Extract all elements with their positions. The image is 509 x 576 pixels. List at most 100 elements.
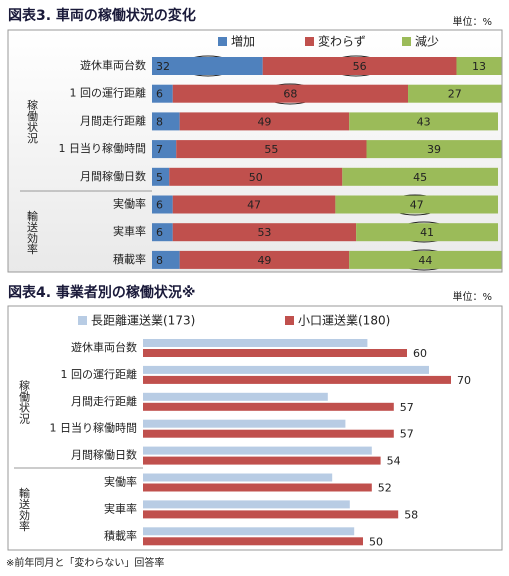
category-label: 実車率 [113,224,146,238]
bar-segment [342,167,498,186]
bar-segment [335,195,498,214]
value-label: 50 [249,171,263,184]
bar-segment [366,140,502,159]
bar-segment [152,167,170,186]
value-label: 41 [420,226,434,239]
category-label: 積載率 [104,528,137,542]
value-label: 54 [387,455,401,468]
category-label: 1 回の運行距離 [61,367,138,381]
category-label: 月間稼働日数 [71,448,137,462]
category-label: 月間走行距離 [80,113,146,127]
bar-segment [356,223,498,242]
value-label: 6 [156,88,163,101]
value-label: 7 [156,143,163,156]
bar-segment [152,84,173,103]
value-label: 57 [400,401,414,414]
footnote: ※前年同月と「変わらない」回答率 [6,556,164,569]
bar-segment [169,167,343,186]
category-label: 1 回の運行距離 [70,86,147,100]
legend-swatch [218,37,227,46]
bar [143,483,372,492]
category-label: 遊休車両台数 [80,58,146,72]
bar [143,375,451,384]
legend-label: 増加 [231,35,255,49]
legend-label: 変わらず [318,34,366,49]
legend-swatch [78,316,87,325]
value-label: 8 [156,254,163,267]
category-label: 実働率 [104,475,137,489]
legend-label: 減少 [415,34,439,49]
legend-label: 長距離運送業(173) [91,313,195,328]
group-label: 稼働状況 [18,378,31,424]
bar [143,456,381,465]
bar-segment [349,250,502,269]
value-label: 32 [156,60,170,73]
legend-label: 小口運送業(180) [298,313,390,328]
value-label: 49 [257,115,271,128]
bar-segment [408,84,502,103]
category-label: 月間走行距離 [71,394,137,408]
bar-segment [179,112,350,131]
value-label: 6 [156,226,163,239]
value-label: 27 [448,88,462,101]
bar-segment [172,84,409,103]
chart-title: 図表4. 事業者別の稼働状況※ [8,284,196,301]
value-label: 52 [378,482,392,495]
bar [143,510,399,519]
unit: 単位：% [452,15,492,28]
legend-swatch [402,37,411,46]
bar [143,429,394,438]
legend-swatch [285,316,294,325]
group-label: 輸送効率 [26,209,39,255]
value-label: 50 [369,535,383,548]
value-label: 8 [156,115,163,128]
value-label: 47 [247,199,261,212]
value-label: 44 [418,254,432,267]
value-label: 45 [413,171,427,184]
value-label: 47 [410,199,424,212]
value-label: 60 [413,347,427,360]
bar-segment [152,112,180,131]
bar-segment [152,223,173,242]
value-label: 5 [156,171,163,184]
category-label: 1 日当り稼働時間 [50,421,138,435]
bar [143,537,363,546]
bar-segment [349,112,498,131]
bar [143,339,368,347]
category-label: 実車率 [104,501,137,515]
value-label: 70 [457,374,471,387]
bar [143,365,429,374]
category-label: 積載率 [113,252,146,266]
value-label: 39 [427,143,441,156]
value-label: 55 [264,143,278,156]
bar [143,419,346,428]
category-label: 1 日当り稼働時間 [59,141,147,155]
value-label: 13 [472,60,486,73]
value-label: 53 [257,226,271,239]
category-label: 実働率 [113,197,146,211]
bar [143,500,350,509]
value-label: 68 [283,88,297,101]
bar [143,402,394,411]
bar-segment [172,223,357,242]
unit: 単位：% [452,290,492,303]
bar-segment [179,250,350,269]
group-label: 稼働状況 [26,98,39,144]
bar [143,446,372,455]
legend-swatch [305,37,314,46]
category-label: 月間稼働日数 [80,169,146,183]
group-label: 輸送効率 [18,486,31,532]
bar-segment [262,57,457,75]
bar-segment [152,250,180,269]
bar-segment [172,195,336,214]
value-label: 58 [404,508,418,521]
bar [143,527,355,536]
category-label: 遊休車両台数 [71,340,137,354]
bar-segment [152,57,263,75]
bar [143,349,407,357]
bar-segment [456,57,502,75]
value-label: 57 [400,428,414,441]
value-label: 56 [353,60,367,73]
bar [143,473,333,482]
